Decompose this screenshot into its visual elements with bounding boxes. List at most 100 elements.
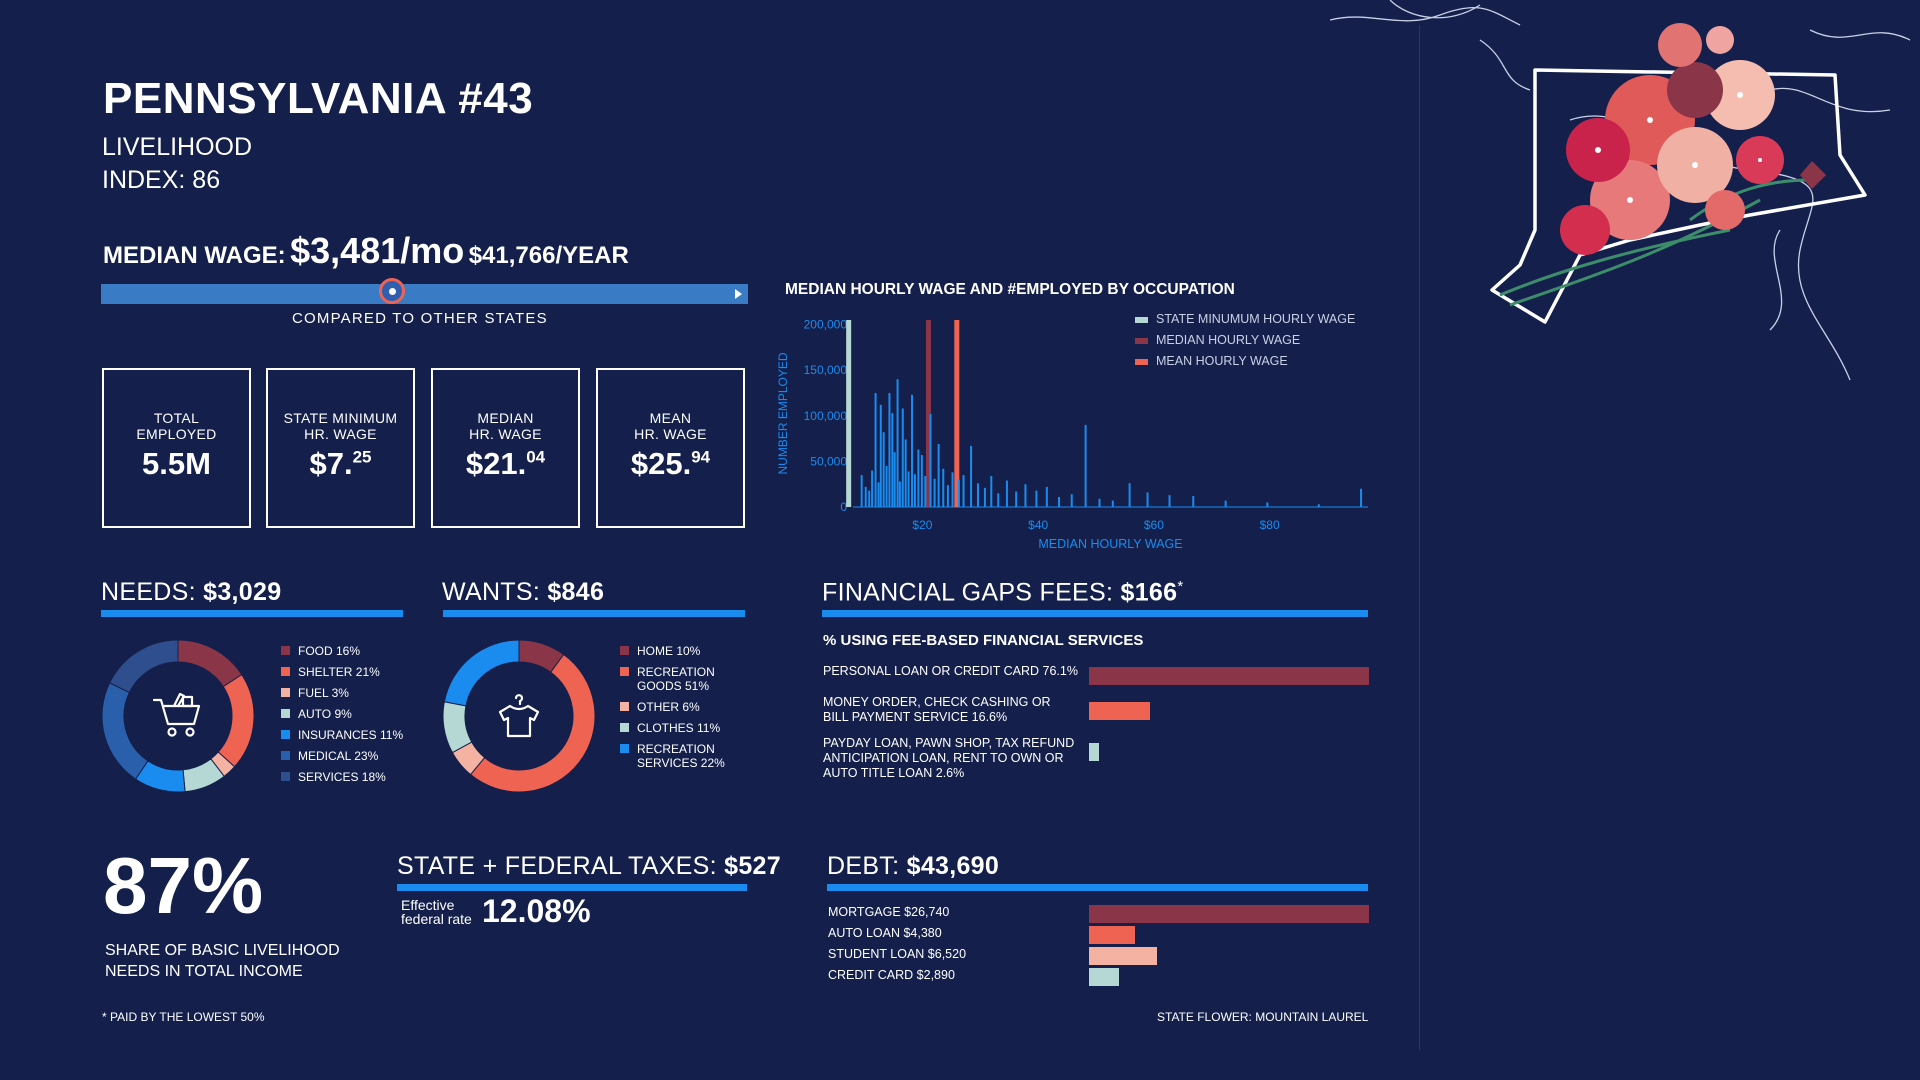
occupation-bar xyxy=(1317,504,1320,507)
needs-donut-chart xyxy=(101,639,255,793)
occupation-bar xyxy=(888,392,891,507)
legend-swatch xyxy=(620,702,629,711)
needs-legend-item: FOOD 16% xyxy=(281,644,403,658)
legend-label: HOME 10% xyxy=(637,644,701,658)
occupation-bar xyxy=(871,470,874,507)
chart-title: MEDIAN HOURLY WAGE AND #EMPLOYED BY OCCU… xyxy=(785,281,1235,298)
legend-label: SHELTER 21% xyxy=(298,665,380,679)
occupation-bar xyxy=(1005,480,1008,507)
stat-state-minimum-wage: STATE MINIMUM HR. WAGE $7.25 xyxy=(266,368,415,528)
legend-label: CLOTHES 11% xyxy=(637,721,721,735)
debt-row-label: MORTGAGE $26,740 xyxy=(828,905,950,919)
legend-swatch xyxy=(620,667,629,676)
debt-row-bar xyxy=(1089,947,1158,965)
legend-swatch xyxy=(281,667,290,676)
occupation-bar xyxy=(1224,500,1227,507)
occupation-bar xyxy=(946,485,949,507)
needs-heading: NEEDS: $3,029 xyxy=(101,578,282,606)
t-shirt-hanger-icon xyxy=(492,690,546,744)
panel-divider xyxy=(1419,25,1420,1050)
occupation-bar xyxy=(1015,491,1018,507)
stat-value: $21.04 xyxy=(465,446,546,481)
share-caption-line2: NEEDS IN TOTAL INCOME xyxy=(105,963,303,980)
fee-row-label: PAYDAY LOAN, PAWN SHOP, TAX REFUND ANTIC… xyxy=(823,736,1075,780)
x-tick-label: $40 xyxy=(1028,518,1048,532)
occupation-bar xyxy=(962,475,965,507)
page-title: PENNSYLVANIA #43 xyxy=(103,74,534,123)
occupation-bar xyxy=(937,444,940,507)
occupation-bar xyxy=(929,413,932,507)
stat-total-employed: TOTAL EMPLOYED 5.5M xyxy=(102,368,251,528)
stat-mean-hr-wage: MEAN HR. WAGE $25.94 xyxy=(596,368,745,528)
chart-legend-swatch xyxy=(1135,338,1148,344)
wants-donut-chart xyxy=(442,639,596,793)
legend-label: RECREATION GOODS 51% xyxy=(637,665,715,693)
occupation-bar xyxy=(951,472,954,507)
occupation-bar xyxy=(868,490,871,507)
y-tick-label: 150,000 xyxy=(804,363,848,377)
median-wage-heading: MEDIAN WAGE: $3,481/mo $41,766/YEAR xyxy=(103,230,629,272)
reference-line xyxy=(846,320,852,507)
occupation-bar xyxy=(898,481,901,507)
legend-label: INSURANCES 11% xyxy=(298,728,404,742)
x-tick-label: $20 xyxy=(912,518,932,532)
occupation-bar xyxy=(1168,495,1171,507)
occupation-bar xyxy=(1360,488,1363,507)
debt-underline xyxy=(827,884,1368,891)
stat-label: TOTAL EMPLOYED xyxy=(136,410,217,442)
occupation-bar xyxy=(920,455,923,507)
wants-legend-item: HOME 10% xyxy=(620,644,725,658)
compare-caption: COMPARED TO OTHER STATES xyxy=(292,310,548,327)
chart-legend-label: MEDIAN HOURLY WAGE xyxy=(1156,333,1300,347)
occupation-bar xyxy=(1192,496,1195,507)
legend-swatch xyxy=(620,744,629,753)
occupation-bar xyxy=(1084,424,1087,507)
fee-row-bar xyxy=(1089,667,1369,685)
legend-swatch xyxy=(281,688,290,697)
occupation-bar xyxy=(893,452,896,507)
debt-row-label: CREDIT CARD $2,890 xyxy=(828,968,955,982)
debt-heading: DEBT: $43,690 xyxy=(827,852,1000,880)
legend-swatch xyxy=(281,709,290,718)
y-tick-label: 50,000 xyxy=(810,454,847,468)
stat-label: MEDIAN HR. WAGE xyxy=(469,410,542,442)
livelihood-index: INDEX: 86 xyxy=(102,166,221,194)
stat-label: MEAN HR. WAGE xyxy=(634,410,707,442)
chart-legend-swatch xyxy=(1135,317,1148,323)
needs-slice xyxy=(108,639,179,694)
state-map-illustration xyxy=(1330,0,1911,381)
legend-swatch xyxy=(281,646,290,655)
occupation-bar xyxy=(864,486,867,507)
median-wage-label: MEDIAN WAGE: xyxy=(103,242,286,269)
occupation-bar xyxy=(901,408,904,507)
financial-gaps-heading: FINANCIAL GAPS FEES: $166* xyxy=(822,578,1184,607)
debt-row-label: STUDENT LOAN $6,520 xyxy=(828,947,967,961)
occupation-bar xyxy=(997,493,1000,507)
occupation-bar xyxy=(882,432,885,507)
occupation-bar xyxy=(1098,498,1101,507)
occupation-bar xyxy=(1045,486,1048,507)
debt-row-bar xyxy=(1089,926,1135,944)
wants-slice xyxy=(443,639,520,707)
occupation-bar xyxy=(933,478,936,507)
y-axis-label: NUMBER EMPLOYED xyxy=(776,352,790,474)
occupation-bar xyxy=(877,482,880,507)
needs-legend-item: SHELTER 21% xyxy=(281,665,403,679)
needs-underline xyxy=(101,610,403,617)
occupation-bar xyxy=(1266,502,1269,507)
stat-median-hr-wage: MEDIAN HR. WAGE $21.04 xyxy=(431,368,580,528)
legend-swatch xyxy=(620,646,629,655)
occupation-bar xyxy=(904,439,907,507)
y-tick-label: 100,000 xyxy=(804,409,848,423)
flower-stamens xyxy=(1595,92,1762,203)
effective-rate-value: 12.08% xyxy=(482,893,591,929)
median-wage-monthly: $3,481/mo xyxy=(290,230,465,271)
occupation-bar xyxy=(879,404,882,507)
chart-legend-label: MEAN HOURLY WAGE xyxy=(1156,354,1288,368)
fee-row-bar xyxy=(1089,702,1151,720)
effective-rate-label: Effective federal rate xyxy=(401,897,472,927)
occupation-bar xyxy=(860,475,863,507)
occupation-bar xyxy=(957,479,960,507)
shopping-cart-icon xyxy=(150,688,206,744)
wants-legend: HOME 10% RECREATION GOODS 51% OTHER 6% CLOT… xyxy=(620,644,725,777)
